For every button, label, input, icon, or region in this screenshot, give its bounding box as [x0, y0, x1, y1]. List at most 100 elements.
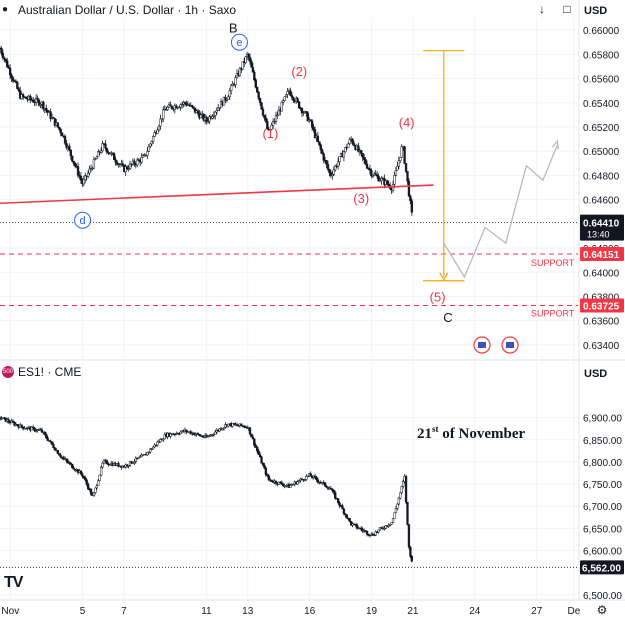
bottom-currency[interactable]: USD [584, 368, 608, 380]
bottom-candle-body [152, 446, 155, 450]
top-candle-body [386, 180, 389, 185]
top-candle-body [63, 136, 67, 144]
bottom-candle-body [323, 482, 327, 487]
date-annotation-day: 21 [417, 426, 432, 442]
bottom-y-tick-label: 6,750.00 [583, 480, 622, 491]
top-candle-body [367, 167, 370, 170]
bottom-candle-body [131, 462, 135, 464]
bottom-candle-body [97, 480, 100, 486]
support-price-text: 0.64151 [583, 250, 620, 261]
restore-icon[interactable]: □ [563, 2, 571, 16]
x-tick-label: 19 [366, 606, 378, 617]
top-price-countdown: 13:40 [587, 230, 610, 240]
top-candle-body [214, 111, 217, 116]
top-candle-body [1, 53, 5, 59]
top-candle-body [149, 143, 152, 147]
top-candle-body [152, 136, 155, 142]
top-candle-body [4, 58, 7, 62]
bottom-candle-body [71, 463, 74, 469]
top-candle-body [328, 169, 331, 174]
bottom-candle-body [280, 482, 283, 485]
bottom-candle-body [66, 460, 70, 464]
bottom-candle-body [105, 460, 109, 465]
top-y-tick-label: 0.63400 [583, 341, 620, 352]
bottom-candle-body [214, 431, 217, 435]
bottom-candle-body [406, 501, 409, 525]
top-candle-body [59, 128, 62, 134]
wave-label: (4) [399, 115, 415, 130]
top-candle-body [111, 152, 114, 155]
bottom-candle-body [53, 447, 57, 451]
top-currency[interactable]: USD [584, 5, 608, 17]
bottom-candle-body [227, 423, 230, 427]
top-y-tick-label: 0.64600 [583, 196, 620, 207]
gear-icon[interactable]: ⚙ [596, 603, 608, 617]
top-candle-body [53, 118, 57, 126]
top-candle-body [68, 145, 71, 151]
bottom-candle-body [69, 462, 72, 465]
top-candle-body [238, 68, 242, 76]
top-candle-body [297, 101, 301, 109]
event-flag-icon-fill [478, 342, 486, 348]
bottom-candle-body [391, 518, 395, 523]
top-candle-body [105, 148, 109, 153]
top-candle-body [159, 118, 162, 127]
top-candle-body [84, 175, 87, 180]
top-candle-body [225, 99, 229, 101]
bottom-candle-body [373, 534, 376, 537]
bottom-candle-body [193, 433, 197, 436]
bottom-candle-body [130, 461, 133, 464]
top-candle-body [361, 153, 364, 158]
bottom-candle-body [332, 490, 335, 493]
top-candle-body [16, 82, 19, 89]
top-candle-body [71, 155, 74, 162]
bottom-symbol-title[interactable]: ES1! · CME [18, 365, 82, 379]
top-candle-body [325, 160, 328, 165]
bottom-candle-body [389, 524, 392, 526]
top-candle-body [128, 163, 132, 170]
top-candle-body [73, 163, 77, 167]
top-candle-body [52, 117, 55, 119]
circle-marker [230, 33, 248, 51]
top-candle-body [250, 61, 253, 68]
bottom-candle-body [196, 433, 200, 435]
bottom-candle-body [56, 449, 59, 454]
top-candle-body [78, 174, 81, 177]
top-y-tick-label: 0.65800 [583, 50, 620, 61]
bottom-candle-body [157, 441, 161, 443]
top-candle-body [318, 141, 321, 146]
top-candle-body [211, 116, 214, 119]
bottom-candle-body [329, 488, 333, 490]
bottom-candle-body [348, 518, 351, 522]
bottom-candle-body [169, 433, 172, 437]
top-price-badge-text: 0.64410 [583, 219, 620, 230]
top-candle-body [69, 149, 72, 157]
top-y-tick-label: 0.63800 [583, 292, 620, 303]
top-candle-body [86, 172, 90, 177]
bottom-candle-body [62, 457, 65, 459]
top-candle-body [269, 129, 272, 131]
arrow-down-icon[interactable]: ↓ [539, 2, 545, 16]
bottom-price-badge [580, 560, 624, 575]
bottom-candle-body [58, 453, 61, 456]
tradingview-logo[interactable]: TV [4, 574, 23, 592]
top-candle-body [365, 163, 369, 169]
top-candle-body [218, 107, 221, 109]
top-symbol-title[interactable]: Australian Dollar / U.S. Dollar · 1h · S… [18, 3, 237, 17]
x-tick-label: 21 [407, 606, 419, 617]
bottom-candle-body [32, 426, 35, 429]
bottom-candle-body [377, 529, 380, 533]
bottom-candle-body [371, 533, 374, 536]
top-candle-body [352, 143, 356, 146]
bottom-candle-body [326, 487, 330, 489]
top-candle-body [347, 143, 350, 148]
bottom-candle-body [52, 444, 55, 449]
bottom-candle-body [127, 465, 130, 467]
top-candle-body [284, 94, 288, 98]
x-tick-label: Nov [1, 606, 19, 617]
bottom-candle-body [267, 475, 270, 480]
bottom-candle-body [303, 479, 307, 481]
top-candle-body [228, 90, 231, 98]
top-candle-body [193, 107, 197, 113]
